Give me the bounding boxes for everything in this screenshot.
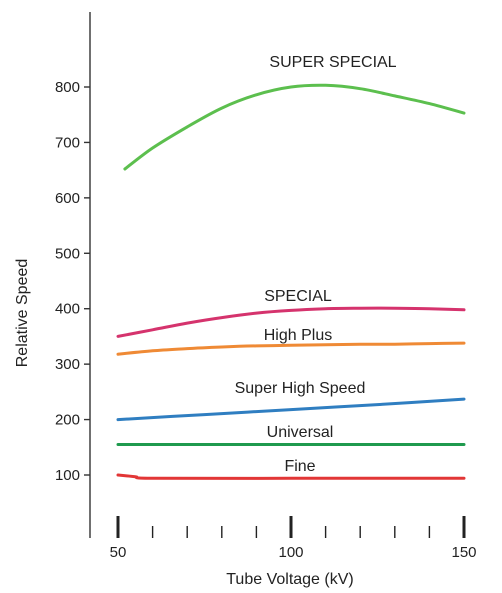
series-line-2 <box>116 341 466 356</box>
x-tick-label: 100 <box>278 544 303 561</box>
series-label-1: SPECIAL <box>264 288 332 305</box>
y-tick-label: 800 <box>55 79 80 96</box>
x-axis-label: Tube Voltage (kV) <box>226 571 353 588</box>
series-labels: SUPER SPECIAL SPECIAL High Plus Super High … <box>235 54 397 475</box>
series-label-4: Universal <box>267 424 334 441</box>
series-line-0 <box>123 83 466 171</box>
series-line-3 <box>116 397 466 422</box>
series-label-2: High Plus <box>264 327 332 344</box>
series-label-0: SUPER SPECIAL <box>269 54 396 71</box>
series-label-5: Fine <box>284 458 315 475</box>
axes: 100 200 300 400 500 600 700 800 50 100 150 <box>55 12 477 561</box>
series-layer <box>116 83 466 480</box>
series-label-3: Super High Speed <box>235 380 366 397</box>
y-tick-label: 400 <box>55 301 80 318</box>
y-tick-label: 700 <box>55 134 80 151</box>
y-tick-label: 200 <box>55 412 80 429</box>
y-axis-label: Relative Speed <box>14 259 31 368</box>
y-tick-label: 100 <box>55 467 80 484</box>
y-tick-label: 500 <box>55 245 80 262</box>
y-tick-label: 600 <box>55 190 80 207</box>
series-line-1 <box>116 306 466 338</box>
x-tick-label: 150 <box>451 544 476 561</box>
series-line-5 <box>116 473 466 480</box>
y-tick-label: 300 <box>55 356 80 373</box>
x-tick-label: 50 <box>110 544 127 561</box>
